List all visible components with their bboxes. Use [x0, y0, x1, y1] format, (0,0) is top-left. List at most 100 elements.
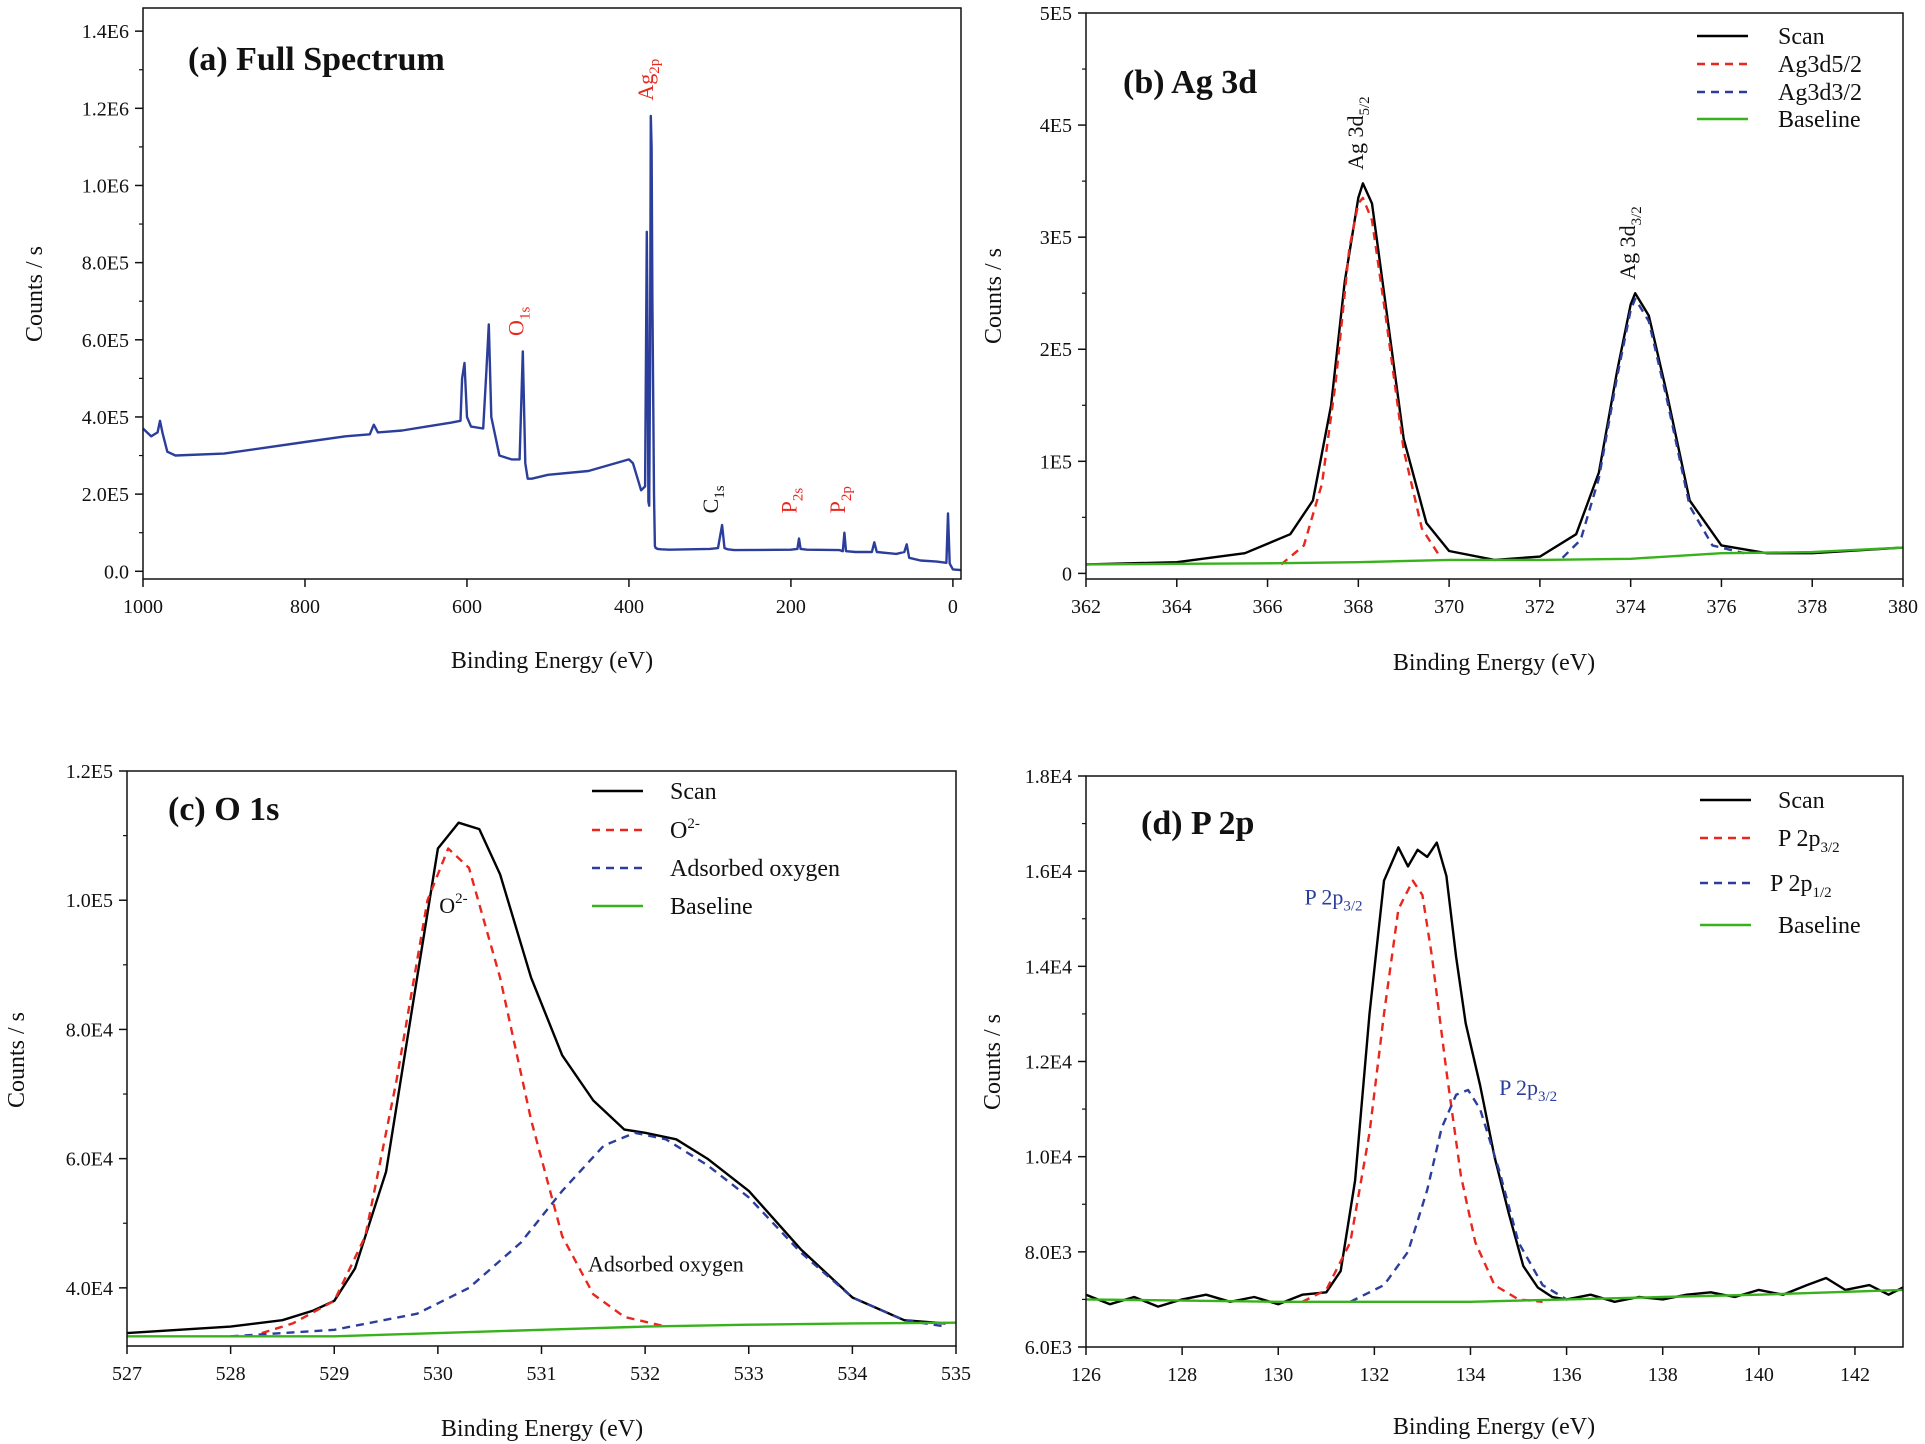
y-tick-label-b-1: 1E5	[1040, 451, 1072, 473]
panel-a: 1000 800 600 400 200 0 0.0 2.0E5 4.0E5 6.0E5 8.0E5…	[22, 7, 962, 674]
x-tick-label-a-1: 800	[290, 596, 320, 618]
annotation-sub-a-4: 2p	[839, 486, 855, 501]
x-tick-label-b-0: 362	[1071, 596, 1101, 618]
y-tick-label-a-4: 8.0E5	[82, 253, 129, 275]
annotation-a-1: O1s	[504, 307, 534, 336]
x-tick-label-b-6: 374	[1616, 596, 1646, 618]
y-tick-label-a-5: 1.0E6	[82, 175, 129, 197]
annotation-sub-a-0: 2p	[647, 59, 663, 74]
legend-p2p12-text: P 2p	[1770, 871, 1812, 897]
legend-label-ag3d32-b: Ag3d3/2	[1778, 80, 1862, 106]
series-scan-c	[126, 821, 946, 1335]
legend-label-scan-d: Scan	[1778, 788, 1825, 814]
y-tick-label-d-6: 1.8E4	[1025, 766, 1072, 788]
y-tick-label-d-4: 1.4E4	[1025, 956, 1072, 978]
annotation-text-a-4: P	[825, 501, 850, 513]
annotation-text-c-0: O	[439, 893, 455, 918]
legend-label-baseline-b: Baseline	[1778, 107, 1861, 133]
y-axis-label-d: Counts / s	[980, 1014, 1006, 1110]
x-tick-label-b-1: 364	[1162, 596, 1192, 618]
x-tick-label-c-0: 527	[112, 1363, 142, 1385]
legend-label-baseline-c: Baseline	[670, 894, 753, 920]
legend-label-ag3d52-b: Ag3d5/2	[1778, 52, 1862, 78]
annotation-text-b-0: Ag 3d	[1343, 116, 1368, 170]
x-tick-label-b-5: 372	[1525, 596, 1555, 618]
y-tick-label-a-6: 1.2E6	[82, 98, 129, 120]
annotation-b-0: Ag 3d5/2	[1343, 96, 1373, 170]
y-tick-label-b-2: 2E5	[1040, 339, 1072, 361]
legend-label-baseline-d: Baseline	[1778, 913, 1861, 939]
y-tick-label-c-4: 1.2E5	[66, 761, 113, 783]
legend-label-scan-c: Scan	[670, 779, 717, 805]
annotation-sub-a-3: 2s	[791, 488, 807, 502]
chart-title-a: (a) Full Spectrum	[188, 41, 445, 78]
x-tick-label-a-0: 1000	[123, 596, 163, 618]
panel-d: 126 128 130 132 134 136 138 140 142 6.0E3 8.0E3 1.0…	[980, 766, 1904, 1440]
x-tick-label-d-8: 142	[1840, 1364, 1870, 1386]
y-tick-label-d-5: 1.6E4	[1025, 861, 1072, 883]
x-tick-label-d-6: 138	[1648, 1364, 1678, 1386]
legend-b: Scan Ag3d5/2 Ag3d3/2 Baseline	[1697, 24, 1862, 133]
panel-b: 362 364 366 368 370 372 374 376 378 380 0 1E5 2E5 3E5…	[981, 3, 1918, 676]
panel-c: 527 528 529 530 531 532 533 534 535 4.0E4 6.0E4 8.0…	[4, 761, 971, 1442]
x-tick-label-d-1: 128	[1167, 1364, 1197, 1386]
series-scan-b	[1085, 182, 1904, 566]
annotation-sub-b-0: 5/2	[1357, 96, 1373, 115]
x-axis-label-a: Binding Energy (eV)	[451, 648, 653, 674]
series-spectrum-a	[142, 114, 962, 572]
x-tick-label-a-3: 400	[614, 596, 644, 618]
x-tick-label-d-4: 134	[1455, 1364, 1485, 1386]
legend-label-p2p12-d: P 2p1/2	[1770, 871, 1832, 901]
y-tick-label-c-3: 1.0E5	[66, 890, 113, 912]
y-axis-label-c: Counts / s	[4, 1012, 30, 1108]
x-tick-label-a-4: 200	[776, 596, 806, 618]
y-axis-label-a: Counts / s	[22, 246, 48, 342]
x-tick-label-b-9: 380	[1888, 596, 1918, 618]
annotation-text-d-1: P 2p	[1499, 1075, 1538, 1100]
y-tick-label-b-0: 0	[1062, 563, 1072, 585]
series-adsorbed-oxygen-c	[230, 1131, 946, 1338]
x-tick-label-c-1: 528	[216, 1363, 246, 1385]
x-tick-label-d-0: 126	[1071, 1364, 1101, 1386]
annotation-c-0: O2-	[439, 891, 467, 918]
annotation-c-1: Adsorbed oxygen	[588, 1252, 744, 1277]
y-tick-label-a-7: 1.4E6	[82, 21, 129, 43]
x-tick-label-c-8: 535	[941, 1363, 971, 1385]
legend-label-scan-b: Scan	[1778, 24, 1825, 50]
y-tick-label-d-2: 1.0E4	[1025, 1147, 1072, 1169]
annotation-b-1: Ag 3d3/2	[1615, 206, 1645, 280]
y-tick-label-c-2: 8.0E4	[66, 1019, 113, 1041]
series-p-2p1-2-d	[1349, 1088, 1568, 1303]
annotation-a-3: P2s	[777, 488, 807, 514]
y-axis-label-b: Counts / s	[981, 248, 1007, 344]
x-tick-label-b-2: 366	[1253, 596, 1283, 618]
annotation-sup-c-0: 2-	[455, 891, 468, 907]
annotation-text-c-1: Adsorbed oxygen	[588, 1252, 744, 1277]
axes-frame-a	[142, 7, 962, 580]
series-ag3d3-2-b	[1561, 297, 1745, 559]
annotation-sub-a-1: 1s	[518, 307, 534, 321]
x-tick-label-a-5: 0	[948, 596, 958, 618]
x-tick-label-c-4: 531	[527, 1363, 557, 1385]
annotation-a-4: P2p	[825, 486, 855, 513]
annotation-text-d-0: P 2p	[1304, 884, 1343, 909]
legend-c: Scan O2- Adsorbed oxygen Baseline	[592, 779, 840, 920]
series-baseline-c	[127, 1321, 957, 1338]
legend-d: Scan P 2p3/2 P 2p1/2 Baseline	[1700, 788, 1861, 939]
annotation-d-1: P 2p3/2	[1499, 1075, 1557, 1105]
chart-title-c: (c) O 1s	[168, 791, 279, 828]
y-tick-label-b-5: 5E5	[1040, 3, 1072, 25]
annotation-text-a-1: O	[504, 320, 529, 336]
y-tick-label-b-4: 4E5	[1040, 115, 1072, 137]
series-o2-c	[261, 847, 667, 1335]
x-tick-label-d-3: 132	[1359, 1364, 1389, 1386]
x-tick-label-c-6: 533	[734, 1363, 764, 1385]
y-tick-label-a-1: 2.0E5	[82, 484, 129, 506]
x-tick-label-d-5: 136	[1552, 1364, 1582, 1386]
x-tick-label-c-7: 534	[837, 1363, 867, 1385]
x-tick-label-a-2: 600	[452, 596, 482, 618]
series-scan-d	[1085, 841, 1904, 1308]
annotation-sub-b-1: 3/2	[1629, 206, 1645, 225]
x-axis-label-b: Binding Energy (eV)	[1393, 650, 1595, 676]
